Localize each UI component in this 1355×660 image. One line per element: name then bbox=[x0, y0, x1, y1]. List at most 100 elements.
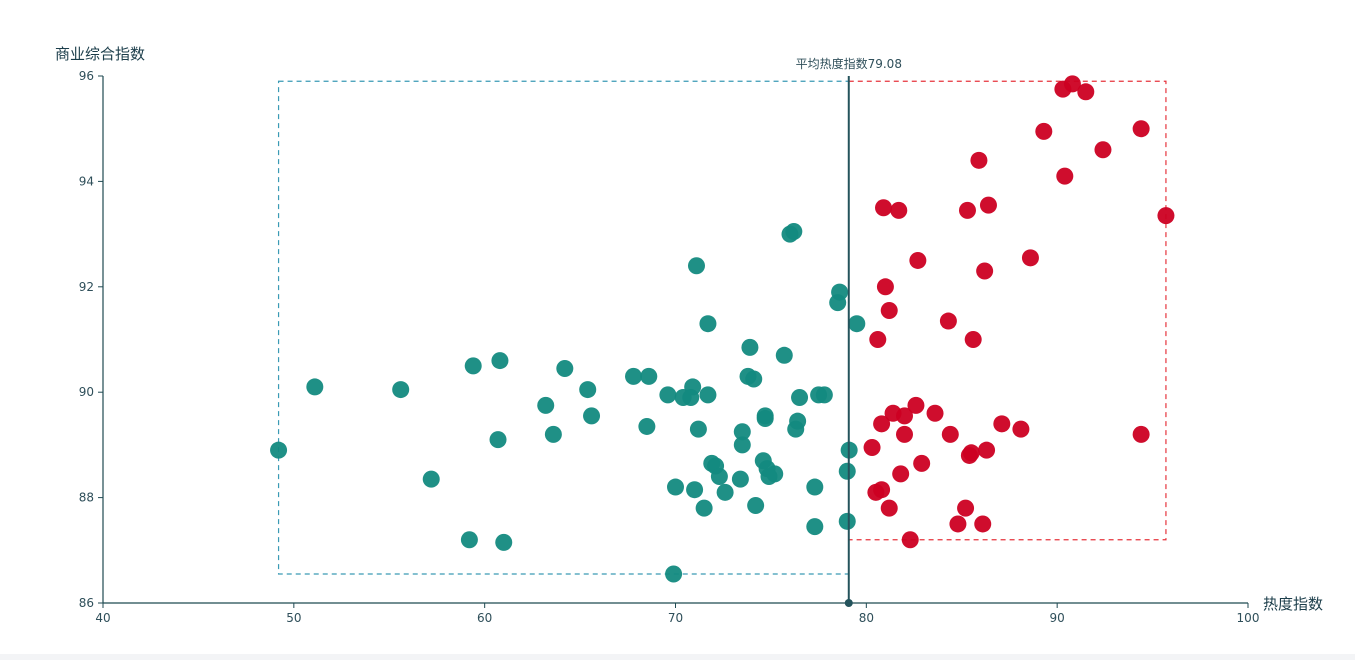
data-point-series-1 bbox=[896, 425, 913, 443]
data-point-series-0 bbox=[815, 386, 833, 404]
data-point-series-0 bbox=[684, 378, 702, 396]
axes bbox=[102, 76, 1248, 604]
data-point-series-1 bbox=[890, 201, 908, 219]
data-point-series-0 bbox=[665, 565, 683, 583]
data-point-series-0 bbox=[392, 381, 410, 399]
data-point-series-0 bbox=[791, 388, 809, 406]
data-point-series-0 bbox=[687, 257, 705, 275]
data-point-series-0 bbox=[806, 518, 824, 536]
data-point-series-0 bbox=[495, 533, 513, 551]
axis-ticks: 40 50 60 70 80 90 100 86 88 90 92 94 96 bbox=[79, 69, 1260, 625]
data-point-series-1 bbox=[958, 201, 976, 219]
data-point-series-1 bbox=[964, 331, 982, 348]
x-tick-label: 60 bbox=[477, 611, 492, 625]
data-point-series-0 bbox=[579, 381, 597, 399]
data-point-series-0 bbox=[556, 359, 574, 377]
y-tick-label: 90 bbox=[79, 385, 94, 399]
data-point-series-1 bbox=[1132, 425, 1150, 443]
data-point-series-0 bbox=[745, 370, 763, 388]
data-point-series-1 bbox=[1132, 120, 1150, 138]
data-point-series-0 bbox=[775, 346, 793, 364]
data-point-series-1 bbox=[1094, 141, 1112, 159]
data-point-series-1 bbox=[974, 515, 992, 533]
data-point-series-1 bbox=[1157, 207, 1175, 225]
data-point-series-1 bbox=[993, 415, 1011, 433]
data-point-series-1 bbox=[909, 251, 927, 269]
data-point-series-1 bbox=[1077, 83, 1095, 101]
data-point-series-0 bbox=[699, 315, 717, 333]
data-point-series-0 bbox=[464, 357, 482, 375]
data-point-series-1 bbox=[976, 262, 994, 280]
data-point-series-0 bbox=[491, 352, 509, 370]
average-marker: 平均热度指数79.08 bbox=[796, 56, 902, 607]
data-point-series-0 bbox=[422, 470, 440, 488]
y-tick-label: 94 bbox=[79, 174, 94, 188]
data-point-series-0 bbox=[460, 531, 478, 549]
data-point-series-1 bbox=[978, 441, 996, 459]
x-tick-label: 40 bbox=[95, 611, 110, 625]
data-point-series-1 bbox=[1063, 75, 1081, 93]
data-point-series-1 bbox=[875, 199, 893, 217]
data-point-series-1 bbox=[869, 331, 887, 348]
data-point-series-1 bbox=[1035, 122, 1053, 140]
data-point-series-0 bbox=[659, 386, 677, 404]
y-tick-label: 96 bbox=[79, 69, 94, 83]
data-point-series-0 bbox=[306, 378, 324, 396]
data-point-series-1 bbox=[926, 404, 944, 422]
data-point-series-1 bbox=[957, 499, 975, 517]
y-tick-label: 88 bbox=[79, 491, 94, 505]
data-point-series-0 bbox=[710, 468, 728, 486]
data-point-series-0 bbox=[733, 423, 751, 441]
data-point-series-0 bbox=[741, 338, 759, 356]
x-tick-label: 50 bbox=[286, 611, 301, 625]
data-point-series-0 bbox=[838, 462, 856, 480]
data-point-series-1 bbox=[873, 481, 891, 499]
data-point-series-0 bbox=[625, 367, 643, 385]
data-point-series-0 bbox=[838, 512, 856, 530]
x-tick-label: 90 bbox=[1050, 611, 1065, 625]
data-point-series-1 bbox=[892, 465, 910, 483]
data-point-series-1 bbox=[1021, 249, 1039, 267]
average-line-label: 平均热度指数79.08 bbox=[796, 56, 902, 71]
data-point-series-0 bbox=[733, 436, 751, 454]
x-tick-label: 80 bbox=[859, 611, 874, 625]
data-point-series-1 bbox=[1056, 167, 1074, 185]
data-point-series-1 bbox=[880, 499, 898, 517]
data-point-series-0 bbox=[695, 499, 713, 517]
data-point-series-0 bbox=[747, 497, 765, 515]
data-point-series-1 bbox=[941, 425, 959, 443]
data-point-series-1 bbox=[873, 415, 891, 433]
data-point-series-0 bbox=[686, 481, 704, 499]
data-point-series-0 bbox=[766, 465, 784, 483]
y-axis-title: 商业综合指数 bbox=[55, 45, 145, 63]
data-point-series-1 bbox=[880, 302, 898, 320]
x-tick-label: 70 bbox=[668, 611, 683, 625]
data-point-series-1 bbox=[863, 439, 881, 457]
data-point-series-1 bbox=[962, 444, 980, 462]
bottom-strip bbox=[0, 654, 1355, 660]
data-point-series-0 bbox=[699, 386, 717, 404]
data-point-series-1 bbox=[913, 454, 931, 472]
x-axis-title: 热度指数 bbox=[1263, 595, 1323, 613]
data-point-series-0 bbox=[270, 441, 288, 459]
data-point-series-1 bbox=[1012, 420, 1030, 438]
y-tick-label: 86 bbox=[79, 596, 94, 610]
data-points bbox=[270, 75, 1175, 583]
data-point-series-0 bbox=[583, 407, 601, 425]
data-point-series-0 bbox=[667, 478, 684, 496]
data-point-series-0 bbox=[537, 396, 555, 414]
data-point-series-1 bbox=[907, 396, 925, 414]
data-point-series-1 bbox=[896, 407, 913, 425]
average-line-anchor-dot bbox=[844, 599, 853, 607]
region-box-low bbox=[277, 80, 850, 575]
data-point-series-0 bbox=[640, 367, 658, 385]
data-point-series-1 bbox=[979, 196, 997, 214]
data-point-series-0 bbox=[489, 431, 507, 449]
data-point-series-0 bbox=[789, 412, 807, 430]
data-point-series-0 bbox=[731, 470, 749, 488]
data-point-series-0 bbox=[848, 315, 866, 333]
data-point-series-0 bbox=[785, 222, 803, 240]
data-point-series-1 bbox=[876, 278, 894, 296]
data-point-series-1 bbox=[970, 151, 988, 169]
